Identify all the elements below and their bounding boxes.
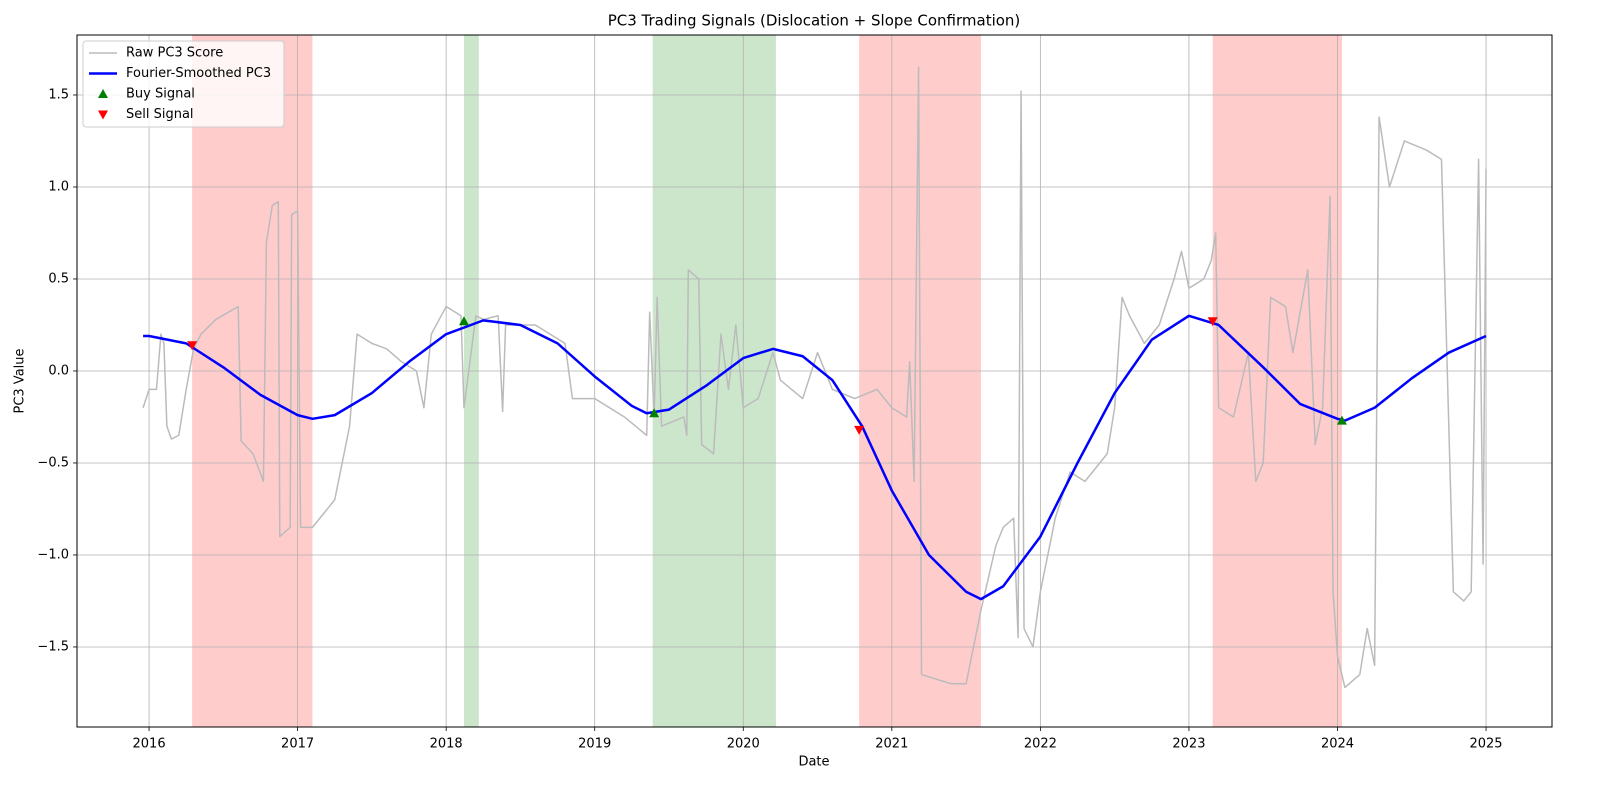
signal-marker: [854, 425, 865, 435]
y-tick-label: −0.5: [37, 455, 69, 470]
legend-box: [82, 40, 285, 128]
y-tick-label: −1.0: [37, 547, 69, 562]
x-tick-label: 2025: [1469, 737, 1502, 752]
y-tick-label: 0.5: [48, 271, 69, 286]
x-tick-label: 2023: [1172, 737, 1205, 752]
signal-marker: [458, 316, 469, 326]
x-tick-label: 2018: [430, 737, 463, 752]
legend-label: Sell Signal: [126, 107, 194, 122]
x-axis-label: Date: [798, 755, 829, 770]
legend-swatch: [98, 89, 108, 98]
x-tick-label: 2020: [727, 737, 760, 752]
y-axis-label: PC3 Value: [13, 348, 28, 413]
series-line: [143, 314, 1487, 601]
signal-marker: [187, 341, 198, 351]
x-tick-label: 2016: [133, 737, 166, 752]
legend-swatch: [98, 110, 108, 120]
y-tick-label: −1.5: [37, 639, 69, 654]
signal-marker: [1207, 317, 1218, 327]
chart-title: PC3 Trading Signals (Dislocation + Slope…: [608, 12, 1021, 30]
signal-marker: [649, 408, 660, 418]
plot-frame: [76, 34, 1553, 728]
signal-span: [192, 35, 313, 727]
signal-marker: [1336, 415, 1347, 425]
x-tick-label: 2021: [875, 737, 908, 752]
x-tick-label: 2022: [1024, 737, 1057, 752]
x-tick-label: 2019: [578, 737, 611, 752]
legend-label: Raw PC3 Score: [126, 46, 223, 61]
legend-label: Fourier-Smoothed PC3: [126, 66, 271, 81]
series-line: [142, 66, 1487, 689]
signal-span: [463, 35, 479, 727]
legend-label: Buy Signal: [126, 87, 195, 102]
x-tick-label: 2017: [281, 737, 314, 752]
y-tick-label: 0.0: [48, 363, 69, 378]
x-tick-label: 2024: [1321, 737, 1354, 752]
y-tick-label: 1.5: [48, 87, 69, 102]
y-tick-label: 1.0: [48, 179, 69, 194]
